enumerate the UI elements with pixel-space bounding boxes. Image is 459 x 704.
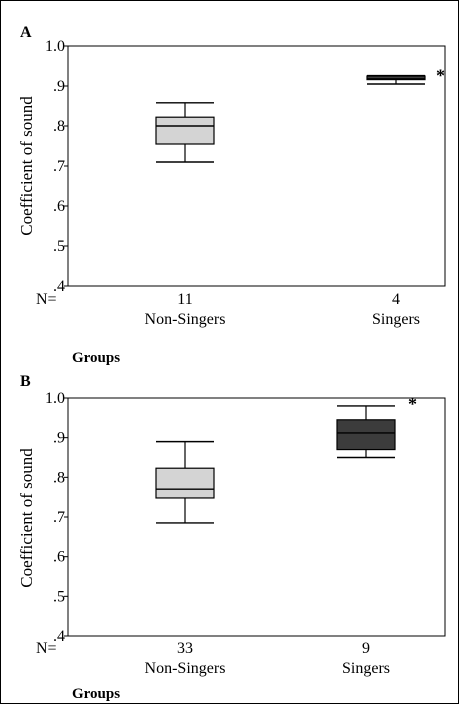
panel-a-y-axis-title: Coefficient of sound: [17, 96, 36, 236]
panel-b-box-1: [336, 419, 396, 451]
panel-b-n-label: N=: [36, 640, 57, 657]
panel-b-label: B: [20, 373, 31, 390]
panel-a-y-tick-label: .5: [53, 238, 65, 255]
panel-a-x-axis-title: Groups: [72, 350, 120, 366]
panel-a-category-label: Singers: [372, 311, 420, 328]
panel-b-y-tick-label: .5: [53, 588, 65, 605]
panel-b-y-tick-label: 1.0: [45, 390, 65, 407]
panel-a-y-tick-label: .9: [53, 78, 65, 95]
panel-a-y-tick-label: .4: [53, 278, 65, 295]
panel-a-n-label: N=: [36, 291, 57, 308]
panel-a-y-tick-label: .7: [53, 158, 65, 175]
panel-b-n-value: 9: [362, 640, 370, 657]
panel-b: B Coefficient of sound N= Groups .4 .5 .6.…: [17, 373, 446, 702]
panel-b-y-tick-label: .4: [53, 628, 65, 645]
panel-b-significance-marker: *: [408, 394, 417, 414]
panel-b-category-label: Singers: [342, 660, 390, 677]
panel-a-y-tick-label: 1.0: [45, 38, 65, 55]
panel-a-category-label: Non-Singers: [145, 311, 226, 328]
panel-b-y-axis-title: Coefficient of sound: [17, 448, 36, 588]
panel-b-category-label: Non-Singers: [145, 660, 226, 677]
panel-b-y-tick-label: .8: [53, 469, 65, 486]
panel-a: A Coefficient of sound N= Groups .4 .5 .6.…: [17, 24, 446, 366]
panel-a-plot-area: [67, 45, 446, 287]
panel-a-significance-marker: *: [436, 66, 445, 86]
panel-a-box-0: [155, 116, 215, 145]
panel-a-n-value: 4: [392, 291, 400, 308]
panel-a-n-value: 11: [177, 291, 192, 308]
panel-b-y-tick-label: .6: [53, 549, 65, 566]
panel-b-y-tick-label: .7: [53, 509, 65, 526]
panel-b-y-tick-label: .9: [53, 430, 65, 447]
panel-a-y-tick-label: .6: [53, 198, 65, 215]
panel-a-y-tick-label: .8: [53, 118, 65, 135]
panel-b-box-0: [155, 467, 215, 499]
panel-a-label: A: [20, 24, 32, 41]
panel-a-box-1: [366, 75, 426, 81]
panel-b-n-value: 33: [177, 640, 193, 657]
panel-b-x-axis-title: Groups: [72, 686, 120, 702]
